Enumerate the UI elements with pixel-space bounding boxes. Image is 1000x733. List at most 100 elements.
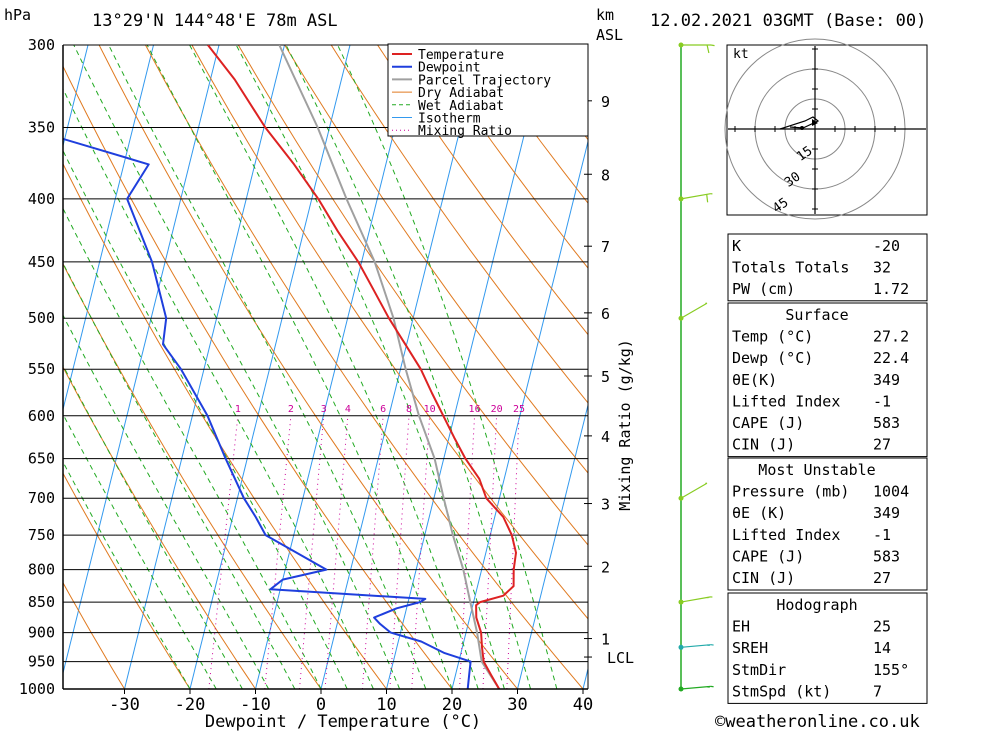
pressure-tick-label: 700	[28, 489, 55, 507]
info-row-value: 27	[873, 436, 891, 454]
wind-barb-staff	[680, 302, 708, 319]
wind-barb-staff	[680, 685, 711, 690]
hodograph-ring-label: 15	[794, 144, 815, 165]
wind-level-marker	[678, 644, 684, 650]
mixing-ratio-label: 8	[406, 404, 412, 415]
wet-adiabat-line	[63, 87, 374, 689]
pressure-tick-label: 1000	[19, 680, 55, 698]
location-title: 13°29'N 144°48'E 78m ASL	[92, 11, 338, 31]
dry-adiabat-line	[63, 472, 191, 689]
pressure-tick-label: 550	[28, 360, 55, 378]
wet-adiabat-line	[285, 45, 532, 689]
info-row-label: CAPE (J)	[732, 414, 804, 432]
wind-level-marker	[678, 42, 684, 48]
info-row-label: EH	[732, 618, 750, 636]
info-row-value: 27	[873, 569, 891, 587]
info-row-label: Pressure (mb)	[732, 483, 849, 501]
info-row-label: Lifted Index	[732, 392, 840, 410]
axes: 3003504004505005506006507007508008509009…	[19, 36, 634, 715]
info-row-label: StmDir	[732, 661, 786, 679]
legend-entry: Dewpoint	[418, 61, 481, 76]
mixing-ratio-line	[411, 415, 431, 689]
mixing-ratio-label: 20	[491, 404, 503, 415]
mixing-ratio-label: 1	[235, 404, 241, 415]
wind-level-marker	[678, 315, 684, 321]
hodograph-arrow	[812, 119, 818, 126]
legend-entry: Temperature	[418, 48, 504, 63]
hodograph-storm-marker	[800, 126, 804, 130]
info-row-label: Dewp (°C)	[732, 349, 813, 367]
wind-level-marker	[678, 599, 684, 605]
info-row-value: 155°	[873, 661, 909, 679]
wind-profile	[678, 42, 715, 692]
temperature-tick-label: 30	[507, 695, 527, 715]
temperature-tick-label: 40	[573, 695, 593, 715]
wet-adiabat-line	[337, 45, 558, 689]
wet-adiabat-line	[73, 45, 401, 689]
info-row-value: 7	[873, 682, 882, 700]
temperature-tick-label: 0	[316, 695, 326, 715]
info-row-value: 14	[873, 639, 891, 657]
wind-level-marker	[678, 686, 684, 692]
height-km-label: 5	[601, 368, 610, 386]
info-row-value: 349	[873, 504, 900, 522]
info-row-label: K	[732, 237, 741, 255]
hodograph-ring-label: 45	[770, 195, 791, 216]
height-km-label: 3	[601, 496, 610, 514]
wind-barb-staff	[680, 193, 711, 200]
wind-level-marker	[678, 495, 684, 501]
info-panel: K -20 Totals Totals 32 PW (cm) 1.72 Surface Tem…	[727, 233, 928, 704]
isotherm-line	[63, 45, 154, 412]
mixing-ratio-label: 25	[513, 404, 525, 415]
mixing-ratio-label: 2	[288, 404, 294, 415]
x-axis-title: Dewpoint / Temperature (°C)	[205, 712, 481, 732]
info-row-label: CIN (J)	[732, 569, 795, 587]
pressure-tick-label: 500	[28, 309, 55, 327]
isotherm-line	[517, 403, 588, 689]
isotherm-line	[386, 45, 547, 689]
info-section-title: Surface	[785, 306, 848, 324]
pressure-tick-label: 850	[28, 593, 55, 611]
dry-adiabat-line	[145, 45, 584, 689]
wind-barb-staff	[680, 596, 711, 603]
info-row-value: 583	[873, 547, 900, 565]
pressure-tick-label: 400	[28, 190, 55, 208]
info-row-value: 27.2	[873, 328, 909, 346]
hodograph: kt 15 30 45	[724, 38, 928, 220]
date-title: 12.02.2021 03GMT (Base: 00)	[650, 11, 926, 31]
temperature-line	[207, 45, 517, 689]
info-table-box	[727, 457, 928, 591]
info-row-value: 22.4	[873, 349, 909, 367]
wet-adiabat-line	[108, 45, 427, 689]
info-row-label: CAPE (J)	[732, 547, 804, 565]
hpa-label: hPa	[4, 6, 31, 24]
wet-adiabat-line	[63, 149, 348, 689]
info-section-title: Hodograph	[776, 596, 857, 614]
dry-adiabat-line	[63, 65, 453, 689]
info-row-label: Temp (°C)	[732, 328, 813, 346]
info-row-label: CIN (J)	[732, 436, 795, 454]
pressure-tick-label: 600	[28, 407, 55, 425]
info-row-value: 25	[873, 618, 891, 636]
temperature-tick-label: -30	[109, 695, 140, 715]
info-row-value: 32	[873, 259, 891, 277]
mixing-ratio-label: 6	[380, 404, 386, 415]
info-table-box	[727, 302, 928, 458]
height-km-label: 9	[601, 93, 610, 111]
pressure-tick-label: 450	[28, 253, 55, 271]
isotherm-line	[0, 45, 23, 689]
isotherm-line	[189, 45, 351, 689]
mixing-ratio-label: 4	[345, 404, 351, 415]
height-km-label: 1	[601, 631, 610, 649]
height-km-label: 8	[601, 166, 610, 184]
info-row-value: -1	[873, 526, 891, 544]
temperature-tick-label: -20	[175, 695, 206, 715]
isotherm-line	[63, 45, 220, 675]
profiles	[63, 45, 517, 689]
info-row-label: SREH	[732, 639, 768, 657]
dry-adiabat-line	[63, 581, 125, 689]
info-row-value: -20	[873, 237, 900, 255]
info-row-value: 583	[873, 414, 900, 432]
wind-barb-staff	[680, 482, 708, 499]
